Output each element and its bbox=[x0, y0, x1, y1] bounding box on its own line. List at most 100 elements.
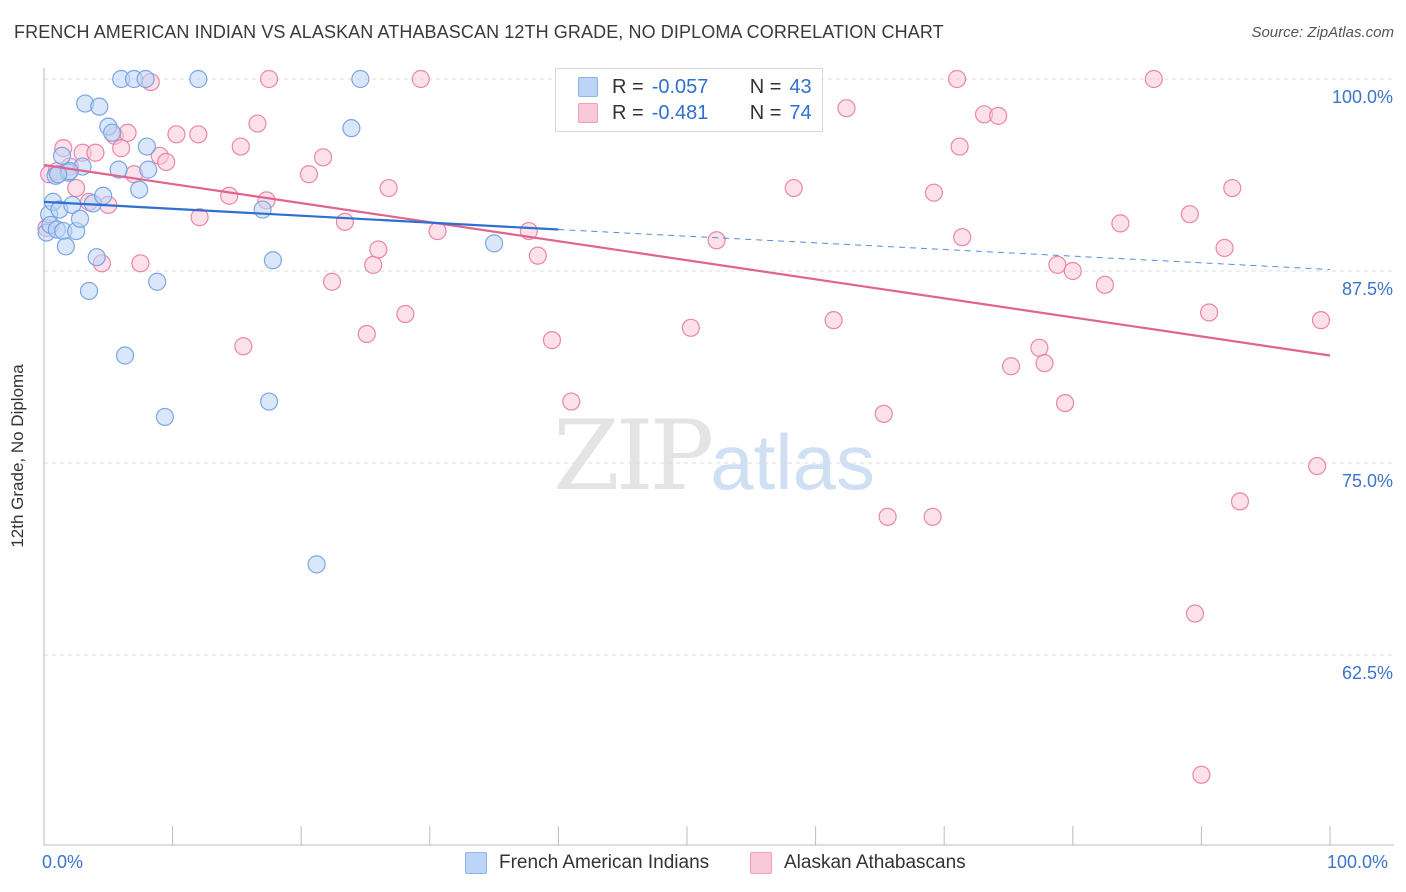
data-point-alaskan-athabascans bbox=[923, 507, 942, 526]
data-point-french-american-indians bbox=[103, 123, 122, 142]
legend-r-label: R = bbox=[612, 101, 644, 124]
y-tick-label: 100.0% bbox=[1332, 87, 1393, 107]
data-point-french-american-indians bbox=[137, 137, 156, 156]
data-point-alaskan-athabascans bbox=[118, 123, 137, 142]
data-point-french-american-indians bbox=[485, 234, 504, 253]
data-point-alaskan-athabascans bbox=[1185, 604, 1205, 623]
legend-n-label: N = bbox=[749, 101, 782, 124]
data-point-alaskan-athabascans bbox=[411, 69, 430, 89]
data-point-alaskan-athabascans bbox=[379, 178, 398, 198]
data-point-french-american-indians bbox=[94, 186, 113, 205]
data-point-alaskan-athabascans bbox=[784, 178, 803, 198]
watermark: ZIPatlas bbox=[553, 400, 875, 512]
series-legend-item-french-american-indians: French American Indians bbox=[465, 852, 709, 874]
y-axis-label: 12th Grade, No Diploma bbox=[8, 364, 27, 548]
data-point-alaskan-athabascans bbox=[357, 324, 376, 344]
data-point-alaskan-athabascans bbox=[1308, 456, 1327, 476]
data-point-alaskan-athabascans bbox=[1055, 393, 1075, 413]
data-point-french-american-indians bbox=[263, 251, 283, 270]
data-point-alaskan-athabascans bbox=[989, 106, 1008, 125]
data-point-french-american-indians bbox=[342, 119, 361, 138]
data-point-alaskan-athabascans bbox=[1192, 765, 1211, 784]
data-point-french-american-indians bbox=[130, 180, 149, 199]
data-point-alaskan-athabascans bbox=[837, 99, 856, 118]
data-point-alaskan-athabascans bbox=[248, 114, 267, 133]
watermark-atlas: atlas bbox=[710, 418, 875, 506]
correlation-legend: R = -0.057 N = 43 R = -0.481 N = 74 bbox=[555, 68, 823, 132]
legend-row-alaskan-athabascans: R = -0.481 N = 74 bbox=[578, 101, 812, 125]
source-label: Source: ZipAtlas.com bbox=[1251, 24, 1394, 41]
trend-line-extension-french-american-indians bbox=[558, 229, 1331, 270]
series-legend-swatch-pink bbox=[750, 852, 772, 874]
data-point-french-american-indians bbox=[109, 160, 128, 179]
legend-n-value-pink: 74 bbox=[789, 101, 812, 124]
data-point-alaskan-athabascans bbox=[874, 404, 893, 423]
data-point-french-american-indians bbox=[148, 272, 167, 291]
x-tick-label-max: 100.0% bbox=[1327, 852, 1389, 872]
data-point-alaskan-athabascans bbox=[1063, 261, 1082, 281]
legend-n-label: N = bbox=[749, 75, 782, 98]
data-point-alaskan-athabascans bbox=[131, 254, 150, 273]
data-point-alaskan-athabascans bbox=[824, 311, 843, 330]
data-point-french-american-indians bbox=[351, 69, 370, 89]
data-point-alaskan-athabascans bbox=[396, 304, 415, 324]
x-tick-label-min: 0.0% bbox=[42, 852, 84, 872]
data-point-alaskan-athabascans bbox=[1144, 69, 1163, 89]
data-point-alaskan-athabascans bbox=[313, 148, 333, 167]
data-point-alaskan-athabascans bbox=[562, 392, 581, 411]
series-legend-swatch-blue bbox=[465, 852, 487, 874]
data-point-alaskan-athabascans bbox=[190, 208, 209, 227]
data-point-french-american-indians bbox=[52, 146, 72, 165]
data-point-alaskan-athabascans bbox=[878, 507, 897, 526]
data-point-alaskan-athabascans bbox=[112, 139, 131, 158]
series-legend-label-blue: French American Indians bbox=[499, 852, 710, 873]
data-point-french-american-indians bbox=[155, 407, 174, 427]
data-point-alaskan-athabascans bbox=[1180, 205, 1199, 224]
data-point-french-american-indians bbox=[139, 160, 158, 179]
data-point-alaskan-athabascans bbox=[364, 255, 383, 274]
data-point-alaskan-athabascans bbox=[335, 212, 355, 231]
data-point-french-american-indians bbox=[189, 69, 208, 89]
data-point-french-american-indians bbox=[259, 392, 279, 411]
data-point-alaskan-athabascans bbox=[528, 246, 547, 265]
y-tick-label: 87.5% bbox=[1342, 279, 1393, 299]
legend-r-label: R = bbox=[612, 75, 644, 98]
data-point-alaskan-athabascans bbox=[707, 231, 726, 250]
data-point-alaskan-athabascans bbox=[1030, 338, 1049, 357]
data-point-french-american-indians bbox=[87, 248, 106, 267]
y-tick-label: 75.0% bbox=[1342, 471, 1393, 491]
data-point-alaskan-athabascans bbox=[67, 178, 86, 198]
legend-r-value-pink: -0.481 bbox=[651, 101, 709, 124]
chart-title: FRENCH AMERICAN INDIAN VS ALASKAN ATHABA… bbox=[14, 22, 944, 42]
watermark-zip: ZIP bbox=[553, 400, 714, 512]
data-point-alaskan-athabascans bbox=[86, 143, 105, 162]
data-point-french-american-indians bbox=[79, 281, 99, 301]
data-point-alaskan-athabascans bbox=[1230, 492, 1250, 511]
legend-row-french-american-indians: R = -0.057 N = 43 bbox=[578, 75, 812, 99]
series-legend-item-alaskan-athabascans: Alaskan Athabascans bbox=[750, 852, 966, 874]
trend-line-alaskan-athabascans bbox=[43, 163, 1331, 357]
y-tick-label: 62.5% bbox=[1342, 663, 1393, 683]
data-point-french-american-indians bbox=[253, 200, 272, 219]
series-legend-label-pink: Alaskan Athabascans bbox=[784, 852, 966, 873]
data-point-alaskan-athabascans bbox=[322, 272, 342, 291]
data-point-alaskan-athabascans bbox=[157, 152, 176, 172]
data-point-alaskan-athabascans bbox=[950, 137, 969, 156]
data-point-alaskan-athabascans bbox=[681, 318, 700, 337]
data-point-alaskan-athabascans bbox=[1048, 255, 1067, 274]
data-point-alaskan-athabascans bbox=[542, 331, 562, 350]
data-point-alaskan-athabascans bbox=[220, 186, 239, 205]
data-point-alaskan-athabascans bbox=[1001, 357, 1021, 376]
data-point-french-american-indians bbox=[307, 555, 326, 574]
data-point-alaskan-athabascans bbox=[167, 125, 186, 144]
trend-line-french-american-indians bbox=[43, 200, 559, 231]
data-point-alaskan-athabascans bbox=[1035, 354, 1054, 373]
legend-r-value-blue: -0.057 bbox=[651, 75, 709, 98]
data-point-alaskan-athabascans bbox=[259, 69, 279, 89]
data-point-french-american-indians bbox=[56, 237, 75, 256]
data-point-french-american-indians bbox=[115, 346, 135, 365]
data-point-alaskan-athabascans bbox=[1111, 214, 1130, 233]
legend-n-value-blue: 43 bbox=[789, 75, 812, 98]
data-point-french-american-indians bbox=[49, 165, 68, 184]
